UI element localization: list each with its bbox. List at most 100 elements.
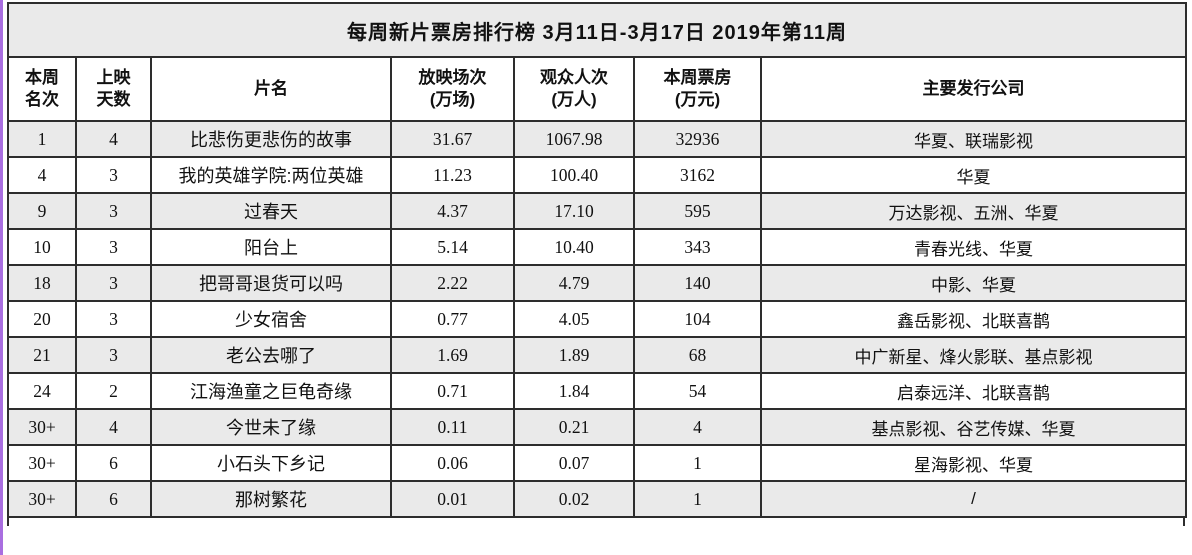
cell-title: 阳台上 xyxy=(150,228,392,266)
header-row: 本周 名次 上映 天数 片名 放映场次 (万场) 观众人次 (万人) 本周票房 (万元) 主… xyxy=(7,56,1188,122)
cell-rank: 1 xyxy=(7,120,77,158)
cell-screenings: 0.01 xyxy=(390,480,515,518)
table-row: 20 3 少女宿舍 0.77 4.05 104 鑫岳影视、北联喜鹊 xyxy=(7,300,1188,338)
cell-rank: 10 xyxy=(7,228,77,266)
cell-audience: 1.89 xyxy=(513,336,635,374)
cell-revenue: 68 xyxy=(633,336,762,374)
cell-screenings: 0.06 xyxy=(390,444,515,482)
cell-screenings: 4.37 xyxy=(390,192,515,230)
cell-revenue: 4 xyxy=(633,408,762,446)
cell-rank: 4 xyxy=(7,156,77,194)
cell-revenue: 1 xyxy=(633,480,762,518)
cell-screenings: 5.14 xyxy=(390,228,515,266)
table-row: 1 4 比悲伤更悲伤的故事 31.67 1067.98 32936 华夏、联瑞影视 xyxy=(7,120,1188,158)
cell-rank: 30+ xyxy=(7,444,77,482)
cell-days: 3 xyxy=(75,264,152,302)
column-header-distributors: 主要发行公司 xyxy=(759,56,1188,122)
cell-title: 小石头下乡记 xyxy=(150,444,392,482)
cell-distributors: / xyxy=(759,480,1188,518)
cell-audience: 0.02 xyxy=(513,480,635,518)
title-row: 每周新片票房排行榜 3月11日-3月17日 2019年第11周 xyxy=(6,2,1188,58)
cell-audience: 0.21 xyxy=(513,408,635,446)
cell-audience: 0.07 xyxy=(513,444,635,482)
cell-revenue: 54 xyxy=(633,372,762,410)
cell-distributors: 中广新星、烽火影联、基点影视 xyxy=(759,336,1188,374)
cell-distributors: 启泰远洋、北联喜鹊 xyxy=(759,372,1188,410)
cell-rank: 30+ xyxy=(7,480,77,518)
cell-audience: 1067.98 xyxy=(513,120,635,158)
cell-screenings: 1.69 xyxy=(390,336,515,374)
table-row: 4 3 我的英雄学院:两位英雄 11.23 100.40 3162 华夏 xyxy=(7,156,1188,194)
cell-title: 过春天 xyxy=(150,192,392,230)
table-cutoff-strip xyxy=(7,518,1185,526)
cell-rank: 30+ xyxy=(7,408,77,446)
cell-distributors: 青春光线、华夏 xyxy=(759,228,1188,266)
cell-distributors: 基点影视、谷艺传媒、华夏 xyxy=(759,408,1188,446)
cell-audience: 17.10 xyxy=(513,192,635,230)
cell-days: 3 xyxy=(75,192,152,230)
cell-revenue: 140 xyxy=(633,264,762,302)
table-row: 21 3 老公去哪了 1.69 1.89 68 中广新星、烽火影联、基点影视 xyxy=(7,336,1188,374)
cell-title: 那树繁花 xyxy=(150,480,392,518)
cell-screenings: 31.67 xyxy=(390,120,515,158)
cell-rank: 20 xyxy=(7,300,77,338)
column-header-rank: 本周 名次 xyxy=(7,56,77,122)
column-header-audience: 观众人次 (万人) xyxy=(513,56,635,122)
cell-title: 江海渔童之巨龟奇缘 xyxy=(150,372,392,410)
column-header-title: 片名 xyxy=(150,56,392,122)
cell-days: 4 xyxy=(75,408,152,446)
cell-revenue: 595 xyxy=(633,192,762,230)
column-header-screenings: 放映场次 (万场) xyxy=(390,56,515,122)
cell-distributors: 中影、华夏 xyxy=(759,264,1188,302)
cell-rank: 18 xyxy=(7,264,77,302)
cell-rank: 21 xyxy=(7,336,77,374)
cell-distributors: 星海影视、华夏 xyxy=(759,444,1188,482)
cell-days: 3 xyxy=(75,228,152,266)
cell-days: 3 xyxy=(75,156,152,194)
cell-days: 3 xyxy=(75,336,152,374)
cell-days: 4 xyxy=(75,120,152,158)
cell-screenings: 2.22 xyxy=(390,264,515,302)
cell-revenue: 343 xyxy=(633,228,762,266)
table-row: 30+ 4 今世未了缘 0.11 0.21 4 基点影视、谷艺传媒、华夏 xyxy=(7,408,1188,446)
cell-screenings: 0.11 xyxy=(390,408,515,446)
left-edge-line xyxy=(0,0,3,555)
cell-title: 比悲伤更悲伤的故事 xyxy=(150,120,392,158)
cell-audience: 1.84 xyxy=(513,372,635,410)
cell-revenue: 32936 xyxy=(633,120,762,158)
cell-title: 老公去哪了 xyxy=(150,336,392,374)
cell-days: 3 xyxy=(75,300,152,338)
cell-title: 少女宿舍 xyxy=(150,300,392,338)
cell-days: 6 xyxy=(75,444,152,482)
cell-audience: 100.40 xyxy=(513,156,635,194)
cell-distributors: 万达影视、五洲、华夏 xyxy=(759,192,1188,230)
cell-screenings: 0.71 xyxy=(390,372,515,410)
table-row: 30+ 6 小石头下乡记 0.06 0.07 1 星海影视、华夏 xyxy=(7,444,1188,482)
cell-screenings: 0.77 xyxy=(390,300,515,338)
cell-distributors: 华夏、联瑞影视 xyxy=(759,120,1188,158)
cell-revenue: 104 xyxy=(633,300,762,338)
table-row: 10 3 阳台上 5.14 10.40 343 青春光线、华夏 xyxy=(7,228,1188,266)
cell-screenings: 11.23 xyxy=(390,156,515,194)
weekly-box-office-table: 每周新片票房排行榜 3月11日-3月17日 2019年第11周 本周 名次 上映 … xyxy=(6,2,1188,518)
table-row: 9 3 过春天 4.37 17.10 595 万达影视、五洲、华夏 xyxy=(7,192,1188,230)
table-row: 30+ 6 那树繁花 0.01 0.02 1/ xyxy=(7,480,1188,518)
cell-distributors: 华夏 xyxy=(759,156,1188,194)
table-row: 18 3 把哥哥退货可以吗 2.22 4.79 140 中影、华夏 xyxy=(7,264,1188,302)
column-header-days: 上映 天数 xyxy=(75,56,152,122)
cell-audience: 4.79 xyxy=(513,264,635,302)
column-header-revenue: 本周票房 (万元) xyxy=(633,56,762,122)
cell-rank: 9 xyxy=(7,192,77,230)
cell-audience: 4.05 xyxy=(513,300,635,338)
cell-revenue: 3162 xyxy=(633,156,762,194)
cell-days: 2 xyxy=(75,372,152,410)
cell-distributors: 鑫岳影视、北联喜鹊 xyxy=(759,300,1188,338)
cell-days: 6 xyxy=(75,480,152,518)
cell-rank: 24 xyxy=(7,372,77,410)
cell-revenue: 1 xyxy=(633,444,762,482)
table-row: 24 2 江海渔童之巨龟奇缘 0.71 1.84 54 启泰远洋、北联喜鹊 xyxy=(7,372,1188,410)
table-title: 每周新片票房排行榜 3月11日-3月17日 2019年第11周 xyxy=(6,2,1188,58)
cell-title: 把哥哥退货可以吗 xyxy=(150,264,392,302)
cell-title: 我的英雄学院:两位英雄 xyxy=(150,156,392,194)
